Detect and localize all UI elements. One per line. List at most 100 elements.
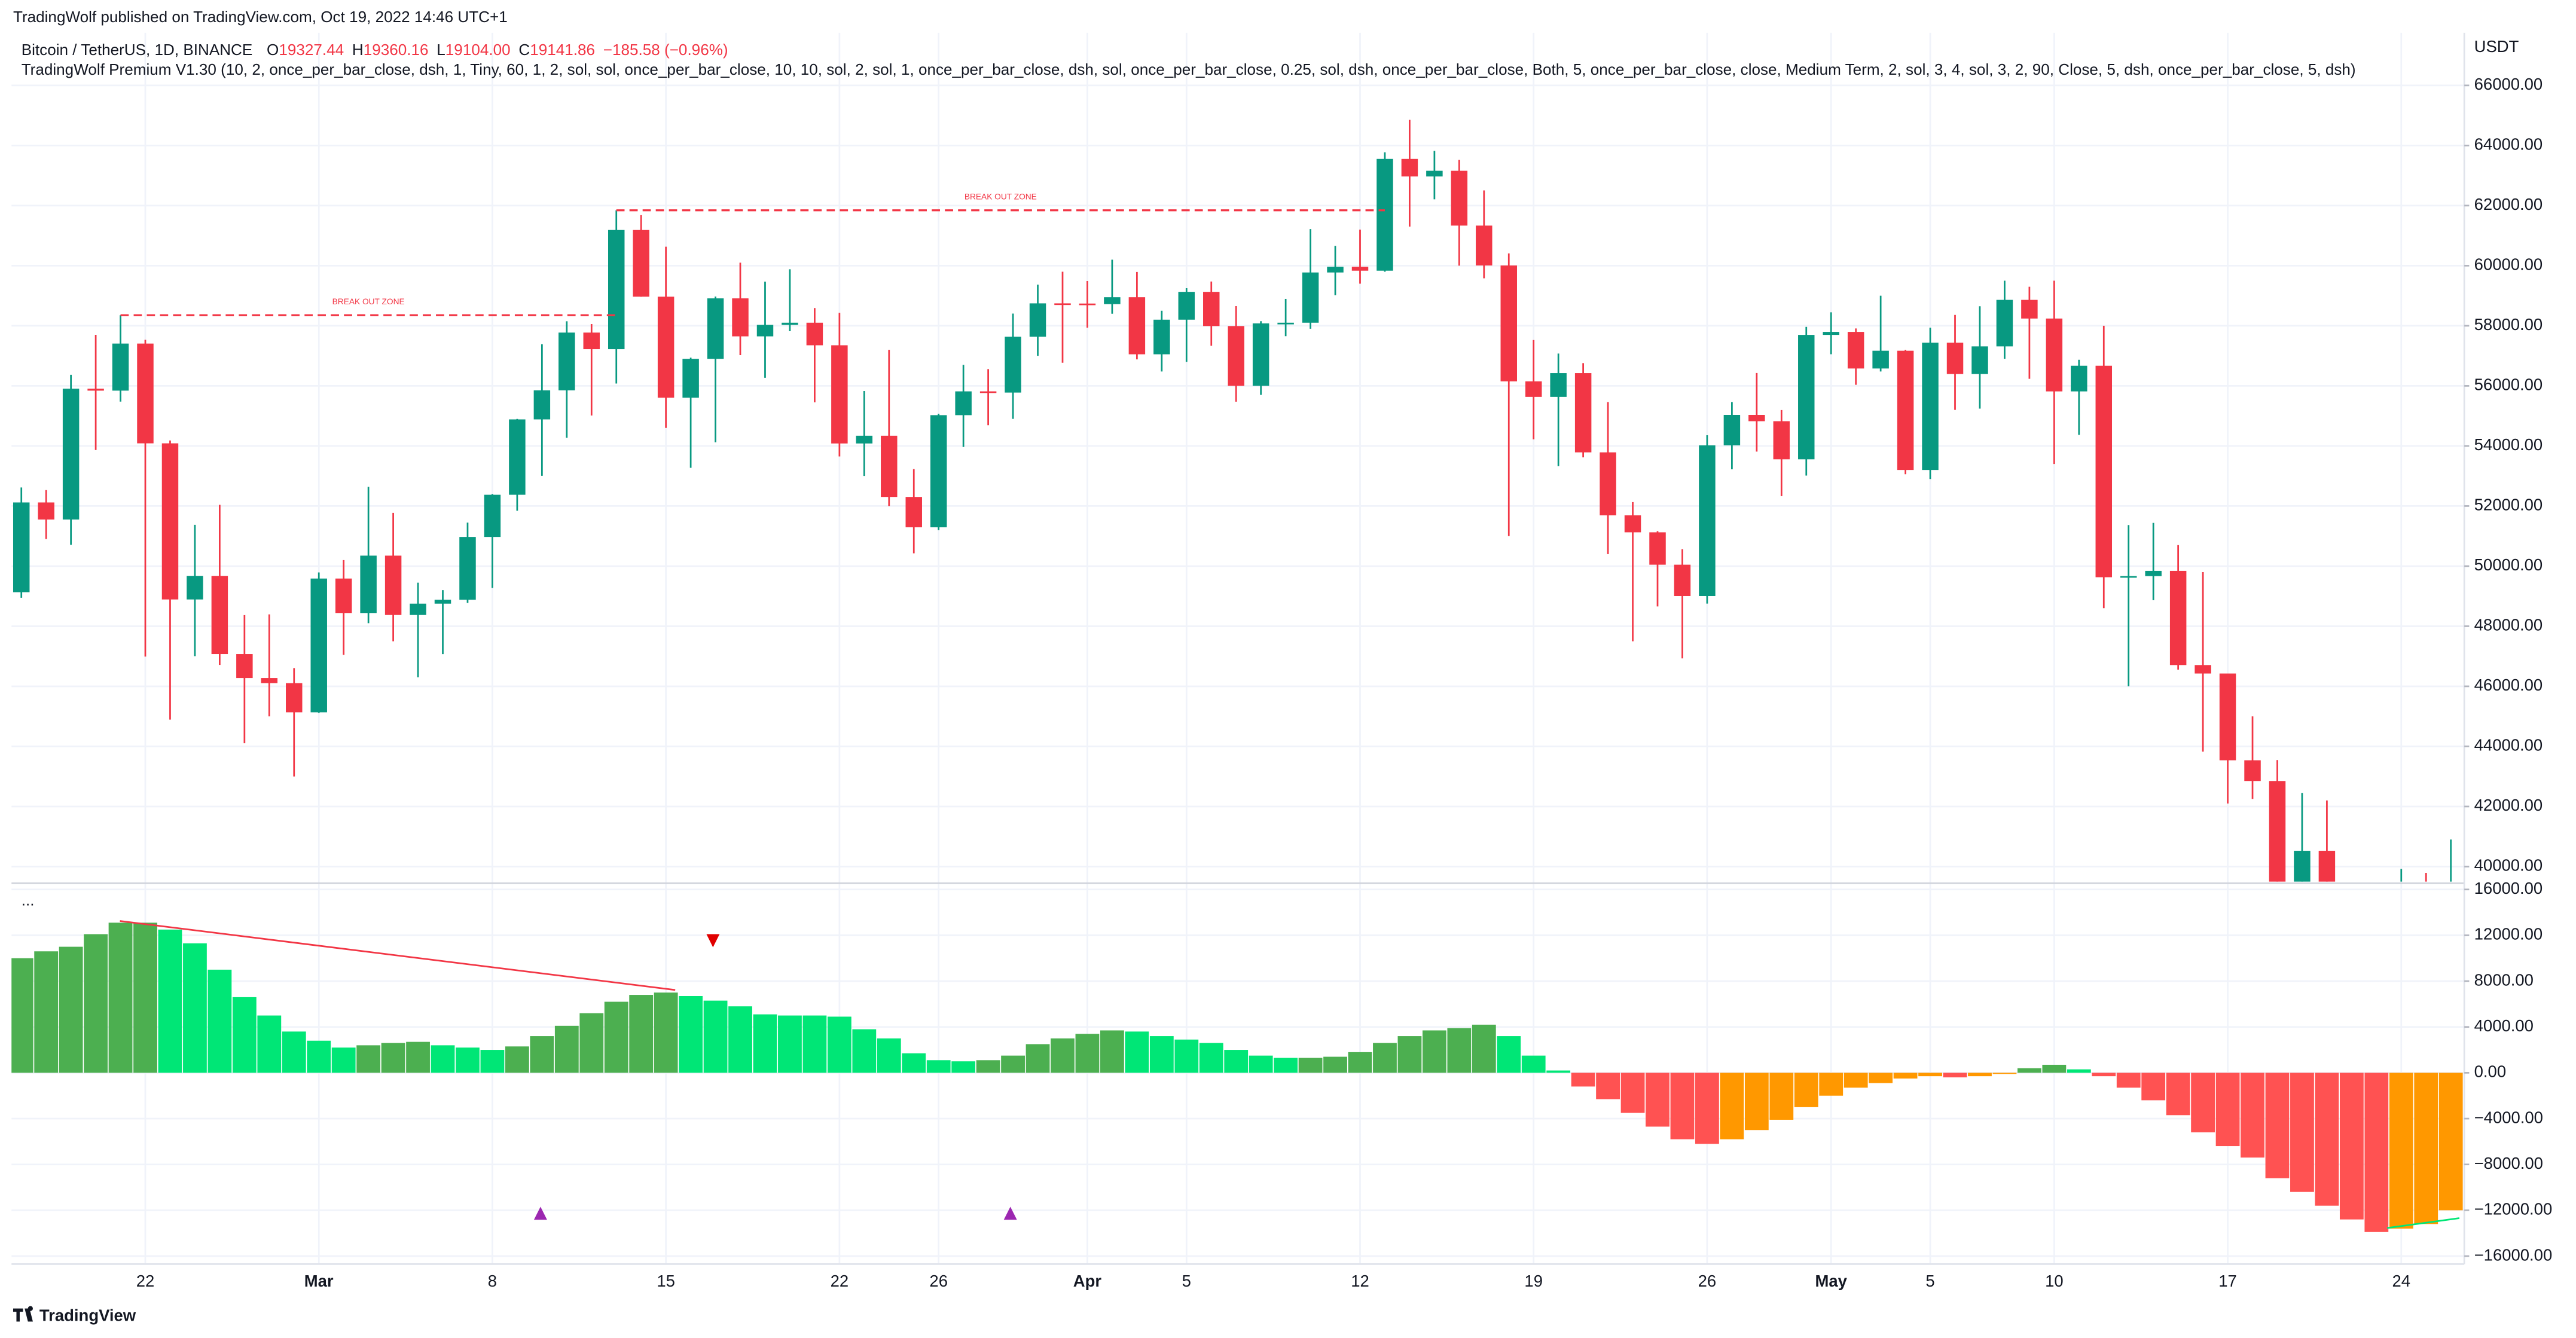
candle-body [1847, 332, 1864, 369]
histogram-bar [406, 1041, 430, 1073]
candle-body [13, 502, 30, 592]
histogram-bar [1397, 1036, 1422, 1073]
candle-body [782, 322, 798, 325]
y-tick-label: −16000.00 [2474, 1245, 2553, 1264]
y-tick-label: 8000.00 [2474, 970, 2534, 989]
candle-body [38, 502, 54, 520]
histogram-bar [356, 1045, 381, 1073]
histogram-bar [2265, 1073, 2290, 1178]
candle-body [1798, 335, 1815, 460]
y-tick-label: 62000.00 [2474, 195, 2543, 213]
histogram-bar [1051, 1038, 1075, 1073]
histogram-bar [1571, 1073, 1595, 1087]
histogram-bar [1992, 1073, 2017, 1074]
candle-body [905, 497, 922, 527]
candle-body [955, 391, 972, 416]
pane-menu[interactable]: ... [22, 891, 35, 909]
candle-body [583, 332, 600, 350]
histogram-bar [1447, 1028, 1472, 1073]
histogram-bar [2215, 1073, 2240, 1147]
histogram-bar [2290, 1073, 2314, 1192]
candle-body [1476, 225, 1493, 266]
y-tick-label: 40000.00 [2474, 856, 2543, 875]
candle-body [2046, 318, 2063, 392]
axis-layer: 40000.00 42000.00 44000.00 46000.00 48000.00… [136, 75, 2553, 1290]
candle-body [1029, 303, 1046, 337]
histogram-bar [2166, 1073, 2190, 1116]
histogram-bar [331, 1047, 356, 1073]
candle-body [608, 230, 625, 350]
x-tick-label: Mar [304, 1272, 334, 1290]
histogram-bar [629, 995, 654, 1073]
histogram-bar [2141, 1073, 2166, 1101]
candle-body [2021, 300, 2038, 319]
logo[interactable]: TradingView [13, 1306, 136, 1325]
histogram-bar [827, 1016, 851, 1073]
histogram-bar [257, 1015, 282, 1073]
x-tick-label: 24 [2392, 1272, 2411, 1290]
histogram-bar [2389, 1073, 2413, 1229]
histogram-bar [728, 1006, 752, 1073]
histogram-bar [1472, 1024, 1496, 1073]
candle-body [1872, 350, 1889, 369]
histogram-bar [207, 969, 232, 1073]
candle-body [1376, 158, 1393, 271]
candle-body [1624, 515, 1641, 533]
x-tick-label: 22 [136, 1272, 155, 1290]
candle-body [732, 298, 749, 337]
symbol: Bitcoin / TetherUS, 1D, BINANCE [22, 41, 253, 59]
y-tick-label: 42000.00 [2474, 796, 2543, 814]
candle-body [1005, 337, 1021, 393]
price-pane: BREAK OUT ZONE BREAK OUT ZONE [13, 120, 2452, 882]
histogram-bar [2438, 1073, 2463, 1211]
x-tick-label: 22 [831, 1272, 849, 1290]
candle-body [1525, 381, 1542, 397]
histogram-bar [1249, 1055, 1273, 1073]
ohlc-label: H [352, 41, 364, 59]
candle-body [1302, 272, 1319, 323]
candle-body [1550, 373, 1567, 397]
histogram-bar [1869, 1073, 1893, 1083]
ohlc-value: 19360.16 [364, 41, 429, 59]
breakout-label: BREAK OUT ZONE [965, 192, 1037, 201]
histogram-bar [679, 995, 703, 1073]
candle-body [62, 389, 80, 520]
histogram-bar [1224, 1050, 1249, 1073]
candle-body [2294, 851, 2311, 882]
histogram-bar [1646, 1073, 1669, 1127]
histogram-bar [505, 1046, 529, 1073]
ohlc-value: 19327.44 [279, 41, 344, 59]
histogram-bar [530, 1036, 554, 1073]
breakout-label: BREAK OUT ZONE [332, 297, 405, 306]
histogram-bar [1025, 1044, 1050, 1073]
y-tick-label: 64000.00 [2474, 135, 2543, 154]
y-tick-label: 52000.00 [2474, 496, 2543, 514]
histogram-bar [2042, 1064, 2067, 1073]
x-tick-label: 15 [657, 1272, 675, 1290]
bearish-divergence-line [120, 920, 676, 991]
candle-body [881, 435, 898, 497]
candle-body [1500, 265, 1517, 381]
candle-body [1203, 292, 1220, 326]
x-tick-label: 5 [1925, 1272, 1934, 1290]
y-tick-label: 66000.00 [2474, 75, 2543, 93]
histogram-bar [431, 1045, 455, 1073]
x-tick-label: 8 [488, 1272, 497, 1290]
y-tick-label: 56000.00 [2474, 375, 2543, 394]
candle-body [459, 537, 476, 600]
candle-body [1128, 297, 1146, 355]
y-tick-label: −8000.00 [2474, 1154, 2543, 1172]
histogram-bar [2315, 1073, 2339, 1206]
currency-label: USDT [2474, 37, 2519, 56]
x-tick-label: 26 [929, 1272, 948, 1290]
candle-body [1823, 332, 1839, 335]
ohlc-value: 19141.86 [530, 41, 595, 59]
histogram-bar [976, 1060, 1000, 1073]
buy-signal [533, 1206, 547, 1220]
candle-body [533, 390, 551, 420]
histogram-bar [183, 943, 207, 1073]
candle-body [1104, 297, 1121, 304]
histogram-bar [926, 1060, 951, 1073]
candle-body [1426, 170, 1443, 177]
